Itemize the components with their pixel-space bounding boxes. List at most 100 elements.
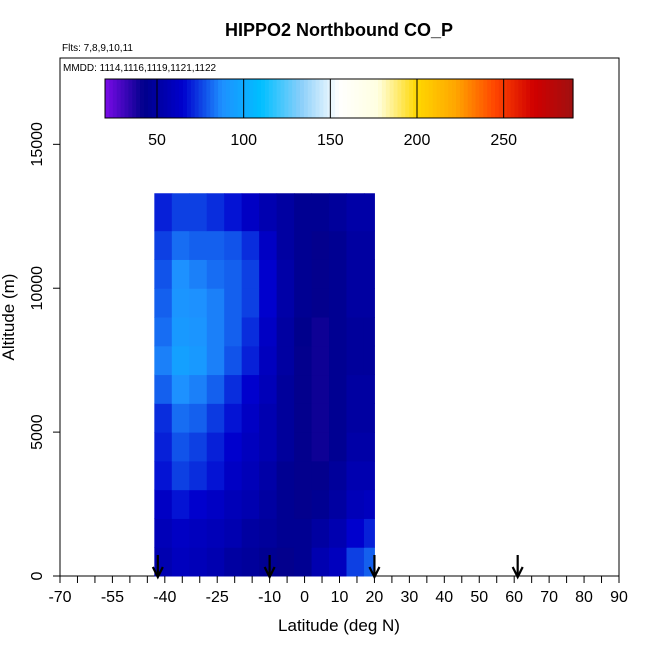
x-tick-label: 20 (366, 589, 384, 606)
heatmap-cell (206, 518, 225, 548)
colorbar-segment (112, 79, 118, 118)
heatmap-cell (224, 193, 243, 232)
heatmap-cell (294, 403, 313, 433)
heatmap-cell (206, 259, 225, 289)
colorbar-segment (335, 79, 340, 118)
colorbar-segment (214, 79, 219, 118)
heatmap-cell (154, 345, 173, 376)
y-axis-label: Altitude (m) (0, 274, 18, 361)
colorbar-segment (518, 79, 523, 118)
colorbar-segment (288, 79, 293, 118)
heatmap-cell (259, 460, 278, 491)
heatmap-cell (154, 317, 173, 347)
flight-markers (151, 555, 524, 580)
colorbar-tick-label: 100 (230, 132, 257, 149)
x-tick-label: 90 (610, 589, 628, 606)
heatmap-cell (329, 193, 347, 232)
colorbar-segment (136, 79, 141, 118)
heatmap-cell (311, 547, 330, 577)
heatmap-cell (171, 518, 190, 548)
x-tick-label: 10 (331, 589, 349, 606)
heatmap-cell (346, 288, 365, 318)
heatmap-cell (224, 489, 243, 519)
heatmap-cell (363, 193, 375, 232)
heatmap-cell (171, 230, 190, 260)
heatmap-cell (224, 403, 243, 433)
heatmap-cell (329, 259, 347, 289)
heatmap-cell (259, 432, 278, 462)
colorbar-segment (159, 79, 165, 118)
colorbar-segment (475, 79, 480, 118)
colorbar-segment (424, 79, 430, 118)
heatmap-cell (189, 374, 208, 404)
colorbar-segment (311, 79, 317, 118)
x-axis-label: Latitude (deg N) (278, 616, 400, 635)
heatmap-cell (206, 403, 225, 433)
colorbar-segment (506, 79, 512, 118)
heatmap-cell (189, 489, 208, 519)
heatmap-cell (311, 345, 330, 376)
heatmap-cell (363, 460, 375, 491)
colorbar-segment (354, 79, 360, 118)
heatmap-cell (171, 432, 190, 462)
heatmap-cell (276, 489, 295, 519)
heatmap-cell (171, 374, 190, 404)
colorbar-segment (116, 79, 122, 118)
colorbar-segment (409, 79, 414, 118)
colorbar-segment (323, 79, 328, 118)
heatmap-cell (363, 345, 375, 376)
heatmap-cell (363, 518, 375, 548)
heatmap-cell (294, 432, 313, 462)
heatmap-cell (294, 317, 313, 347)
colorbar-segment (132, 79, 137, 118)
colorbar-segment (401, 79, 406, 118)
colorbar-segment (257, 79, 262, 118)
colorbar-segment (319, 79, 324, 118)
heatmap-cell (346, 317, 365, 347)
heatmap-cell (189, 518, 208, 548)
x-tick-label: 0 (300, 589, 309, 606)
colorbar-segment (120, 79, 126, 118)
heatmap-cell (329, 288, 347, 318)
colorbar-segment (530, 79, 535, 118)
colorbar-segment (253, 79, 258, 118)
heatmap-cell (171, 460, 190, 491)
colorbar-segment (237, 79, 243, 118)
heatmap-cell (259, 489, 278, 519)
heatmap-cell (311, 193, 330, 232)
heatmap-cell (259, 288, 278, 318)
colorbar-segment (183, 79, 188, 118)
colorbar-segment (327, 79, 332, 118)
colorbar-segment (261, 79, 266, 118)
y-tick-label: 15000 (29, 122, 46, 167)
heatmap-cell (276, 547, 295, 577)
heatmap-cell (346, 259, 365, 289)
colorbar-segment (339, 79, 344, 118)
heatmap-cell (329, 460, 347, 491)
heatmap-cell (224, 460, 243, 491)
x-tick-label: -70 (48, 589, 71, 606)
colorbar-segment (471, 79, 477, 118)
heatmap-cell (259, 518, 278, 548)
heatmap-cell (224, 518, 243, 548)
heatmap-cell (346, 374, 365, 404)
colorbar-segment (413, 79, 418, 118)
heatmap-cell (294, 547, 313, 577)
heatmap-cell (224, 288, 243, 318)
colorbar-segment (374, 79, 379, 118)
colorbar-segment (280, 79, 285, 118)
heatmap-cell (329, 403, 347, 433)
heatmap-cell (311, 374, 330, 404)
heatmap-cell (154, 460, 173, 491)
heatmap-cell (259, 193, 278, 232)
heatmap-cell (346, 432, 365, 462)
heatmap-cell (189, 345, 208, 376)
x-tick-label: 70 (540, 589, 558, 606)
heatmap-cell (363, 547, 375, 577)
colorbar-segment (397, 79, 402, 118)
colorbar-segment (358, 79, 363, 118)
heatmap-cell (154, 288, 173, 318)
colorbar-segment (459, 79, 465, 118)
heatmap-cell (259, 345, 278, 376)
colorbar-segment (272, 79, 278, 118)
